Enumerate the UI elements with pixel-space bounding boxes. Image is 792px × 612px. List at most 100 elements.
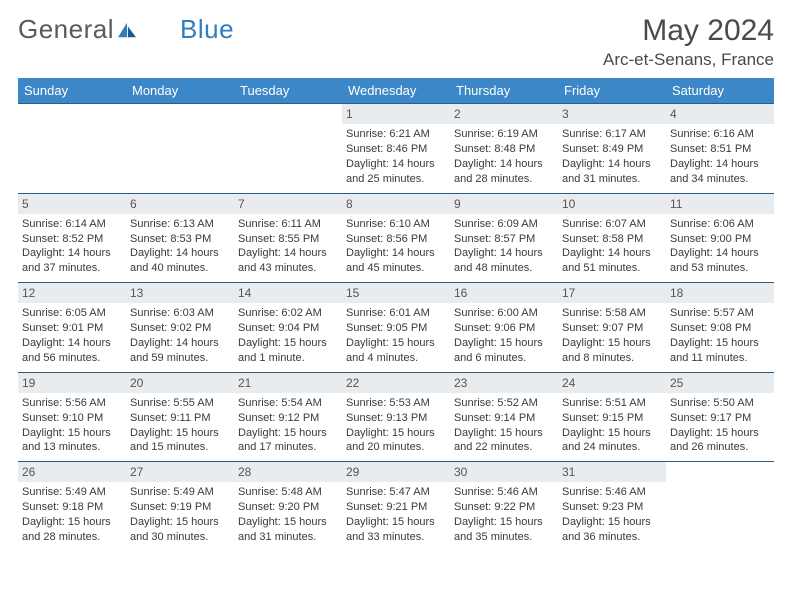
calendar-day-cell: 2Sunrise: 6:19 AMSunset: 8:48 PMDaylight… (450, 104, 558, 194)
calendar-day-cell: 21Sunrise: 5:54 AMSunset: 9:12 PMDayligh… (234, 372, 342, 462)
sunset-text: Sunset: 9:14 PM (454, 411, 554, 426)
weekday-header: Tuesday (234, 78, 342, 104)
sunset-text: Sunset: 9:22 PM (454, 500, 554, 515)
day-number: 26 (18, 462, 126, 482)
day-number: 27 (126, 462, 234, 482)
day-number: 15 (342, 283, 450, 303)
sunrise-text: Sunrise: 5:49 AM (22, 485, 122, 500)
day-number: 3 (558, 104, 666, 124)
calendar-day-cell (126, 104, 234, 194)
day-number: 11 (666, 194, 774, 214)
daylight-text-2: and 17 minutes. (238, 440, 338, 455)
sunset-text: Sunset: 9:05 PM (346, 321, 446, 336)
calendar-day-cell: 30Sunrise: 5:46 AMSunset: 9:22 PMDayligh… (450, 462, 558, 551)
calendar-day-cell: 25Sunrise: 5:50 AMSunset: 9:17 PMDayligh… (666, 372, 774, 462)
day-number: 20 (126, 373, 234, 393)
daylight-text-2: and 22 minutes. (454, 440, 554, 455)
sunrise-text: Sunrise: 5:58 AM (562, 306, 662, 321)
daylight-text-2: and 4 minutes. (346, 351, 446, 366)
day-number: 14 (234, 283, 342, 303)
day-number: 18 (666, 283, 774, 303)
daylight-text-1: Daylight: 15 hours (670, 336, 770, 351)
daylight-text-2: and 34 minutes. (670, 172, 770, 187)
sunset-text: Sunset: 9:18 PM (22, 500, 122, 515)
calendar-day-cell: 13Sunrise: 6:03 AMSunset: 9:02 PMDayligh… (126, 283, 234, 373)
daylight-text-1: Daylight: 15 hours (454, 336, 554, 351)
sunset-text: Sunset: 9:11 PM (130, 411, 230, 426)
daylight-text-1: Daylight: 15 hours (22, 426, 122, 441)
daylight-text-2: and 51 minutes. (562, 261, 662, 276)
daylight-text-2: and 1 minute. (238, 351, 338, 366)
daylight-text-2: and 31 minutes. (238, 530, 338, 545)
weekday-header-row: Sunday Monday Tuesday Wednesday Thursday… (18, 78, 774, 104)
calendar-day-cell: 24Sunrise: 5:51 AMSunset: 9:15 PMDayligh… (558, 372, 666, 462)
daylight-text-1: Daylight: 14 hours (130, 246, 230, 261)
calendar-day-cell: 10Sunrise: 6:07 AMSunset: 8:58 PMDayligh… (558, 193, 666, 283)
daylight-text-2: and 11 minutes. (670, 351, 770, 366)
sunrise-text: Sunrise: 6:13 AM (130, 217, 230, 232)
page-header: General Blue May 2024 Arc-et-Senans, Fra… (18, 14, 774, 70)
daylight-text-1: Daylight: 15 hours (346, 336, 446, 351)
calendar-table: Sunday Monday Tuesday Wednesday Thursday… (18, 78, 774, 551)
day-number: 31 (558, 462, 666, 482)
sunset-text: Sunset: 9:13 PM (346, 411, 446, 426)
calendar-week-row: 12Sunrise: 6:05 AMSunset: 9:01 PMDayligh… (18, 283, 774, 373)
calendar-day-cell: 14Sunrise: 6:02 AMSunset: 9:04 PMDayligh… (234, 283, 342, 373)
sunrise-text: Sunrise: 6:09 AM (454, 217, 554, 232)
brand-part2: Blue (180, 14, 234, 45)
sunset-text: Sunset: 9:10 PM (22, 411, 122, 426)
sunrise-text: Sunrise: 5:56 AM (22, 396, 122, 411)
sunrise-text: Sunrise: 6:21 AM (346, 127, 446, 142)
calendar-day-cell: 19Sunrise: 5:56 AMSunset: 9:10 PMDayligh… (18, 372, 126, 462)
sunrise-text: Sunrise: 6:17 AM (562, 127, 662, 142)
daylight-text-2: and 8 minutes. (562, 351, 662, 366)
calendar-day-cell: 15Sunrise: 6:01 AMSunset: 9:05 PMDayligh… (342, 283, 450, 373)
weekday-header: Monday (126, 78, 234, 104)
daylight-text-1: Daylight: 14 hours (670, 157, 770, 172)
calendar-day-cell: 1Sunrise: 6:21 AMSunset: 8:46 PMDaylight… (342, 104, 450, 194)
calendar-week-row: 26Sunrise: 5:49 AMSunset: 9:18 PMDayligh… (18, 462, 774, 551)
daylight-text-1: Daylight: 14 hours (22, 336, 122, 351)
daylight-text-2: and 59 minutes. (130, 351, 230, 366)
daylight-text-2: and 53 minutes. (670, 261, 770, 276)
calendar-week-row: 5Sunrise: 6:14 AMSunset: 8:52 PMDaylight… (18, 193, 774, 283)
daylight-text-1: Daylight: 14 hours (670, 246, 770, 261)
sunrise-text: Sunrise: 6:10 AM (346, 217, 446, 232)
sunset-text: Sunset: 9:15 PM (562, 411, 662, 426)
daylight-text-2: and 56 minutes. (22, 351, 122, 366)
sunrise-text: Sunrise: 6:00 AM (454, 306, 554, 321)
day-number: 17 (558, 283, 666, 303)
calendar-day-cell: 26Sunrise: 5:49 AMSunset: 9:18 PMDayligh… (18, 462, 126, 551)
daylight-text-2: and 25 minutes. (346, 172, 446, 187)
weekday-header: Saturday (666, 78, 774, 104)
calendar-day-cell: 6Sunrise: 6:13 AMSunset: 8:53 PMDaylight… (126, 193, 234, 283)
daylight-text-1: Daylight: 14 hours (454, 246, 554, 261)
sunset-text: Sunset: 8:51 PM (670, 142, 770, 157)
calendar-day-cell: 29Sunrise: 5:47 AMSunset: 9:21 PMDayligh… (342, 462, 450, 551)
month-title: May 2024 (603, 14, 774, 48)
sunrise-text: Sunrise: 5:49 AM (130, 485, 230, 500)
sunrise-text: Sunrise: 6:02 AM (238, 306, 338, 321)
day-number: 6 (126, 194, 234, 214)
daylight-text-1: Daylight: 15 hours (346, 515, 446, 530)
weekday-header: Wednesday (342, 78, 450, 104)
sunset-text: Sunset: 9:23 PM (562, 500, 662, 515)
day-number: 2 (450, 104, 558, 124)
daylight-text-1: Daylight: 15 hours (238, 515, 338, 530)
daylight-text-1: Daylight: 14 hours (562, 157, 662, 172)
daylight-text-1: Daylight: 15 hours (346, 426, 446, 441)
daylight-text-1: Daylight: 15 hours (562, 515, 662, 530)
daylight-text-2: and 20 minutes. (346, 440, 446, 455)
daylight-text-1: Daylight: 15 hours (454, 515, 554, 530)
sunset-text: Sunset: 8:58 PM (562, 232, 662, 247)
sunset-text: Sunset: 9:07 PM (562, 321, 662, 336)
sunrise-text: Sunrise: 6:06 AM (670, 217, 770, 232)
day-number: 22 (342, 373, 450, 393)
daylight-text-1: Daylight: 15 hours (562, 426, 662, 441)
calendar-day-cell: 4Sunrise: 6:16 AMSunset: 8:51 PMDaylight… (666, 104, 774, 194)
daylight-text-2: and 31 minutes. (562, 172, 662, 187)
calendar-day-cell: 7Sunrise: 6:11 AMSunset: 8:55 PMDaylight… (234, 193, 342, 283)
daylight-text-2: and 48 minutes. (454, 261, 554, 276)
daylight-text-1: Daylight: 15 hours (562, 336, 662, 351)
sail-icon (116, 21, 138, 39)
